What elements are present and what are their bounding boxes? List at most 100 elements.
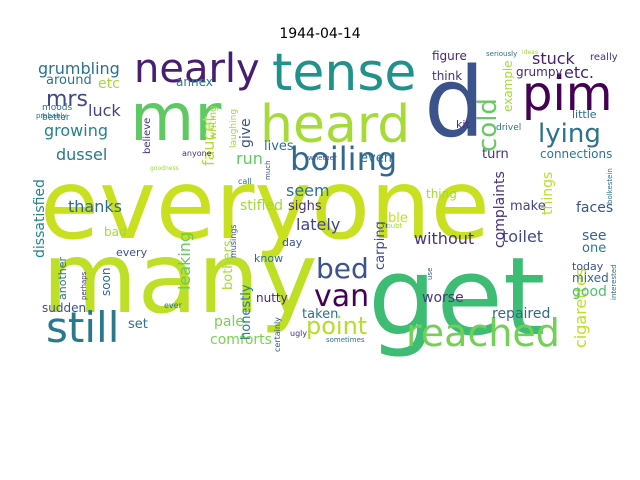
word-carping: carping: [373, 221, 388, 270]
word-writing: writing: [208, 106, 219, 140]
word-run: run: [236, 149, 263, 168]
word-use: use: [426, 268, 434, 280]
word-perhaps: perhaps: [80, 271, 88, 300]
word-etc: etc.: [564, 63, 594, 82]
word-much: much: [264, 160, 272, 180]
word-nearly: nearly: [134, 46, 260, 92]
word-faucet: faucet: [199, 116, 218, 167]
word-think: think: [432, 69, 462, 83]
word-repaired: repaired: [492, 306, 550, 322]
word-probably: probably: [36, 112, 67, 120]
word-little: little: [572, 108, 597, 121]
chart-title: 1944-04-14: [279, 26, 361, 42]
word-pim: pim: [522, 66, 613, 122]
word-believe: believe: [142, 118, 153, 154]
word-still: still: [46, 303, 119, 352]
word-etc: etc: [98, 76, 120, 92]
word-ideas: ideas: [522, 49, 538, 56]
word-annex: annex: [176, 75, 213, 89]
word-thing: thing: [426, 187, 457, 201]
word-toilet: toilet: [502, 227, 543, 246]
word-without: without: [414, 229, 474, 248]
word-mrs: mrs: [46, 87, 88, 112]
word-thanks: thanks: [68, 197, 122, 216]
word-better: better: [42, 113, 70, 123]
word-whether: whether: [308, 154, 337, 162]
word-heard: heard: [260, 95, 410, 155]
word-ever: ever: [164, 301, 183, 310]
word-good: good: [572, 284, 607, 300]
word-kit: kit: [456, 118, 470, 131]
word-set: set: [128, 317, 148, 332]
word-bad: bad: [104, 225, 127, 239]
word-know: know: [254, 252, 283, 265]
word-moods: moods: [42, 103, 72, 113]
word-cold: cold: [473, 98, 503, 152]
word-mr: mr: [130, 79, 222, 156]
word-laughing: laughing: [229, 109, 239, 148]
word-musings: musings: [229, 224, 238, 258]
word-see: see: [582, 228, 607, 244]
word-every: every: [116, 246, 148, 259]
word-lying: lying: [538, 119, 601, 149]
word-make: make: [510, 199, 546, 214]
word-complaints: complaints: [492, 171, 508, 248]
word-tense: tense: [272, 43, 416, 103]
word-van: van: [314, 279, 369, 314]
word-dissatisfied: dissatisfied: [32, 179, 48, 258]
word-even: even: [360, 151, 392, 166]
word-lately: lately: [296, 215, 340, 234]
word-stifled: stifled: [240, 198, 283, 214]
word-certainly: certainly: [273, 317, 282, 352]
word-seriously: seriously: [486, 50, 517, 58]
word-comforts: comforts: [210, 332, 272, 348]
word-everyone: everyone: [40, 149, 490, 261]
word-nutty: nutty: [256, 291, 288, 305]
word-turn: turn: [482, 147, 509, 162]
word-worse: worse: [422, 290, 464, 306]
word-able: able: [380, 211, 408, 226]
word-dussel: dussel: [56, 145, 107, 164]
word-around: around: [46, 73, 92, 88]
word-things: things: [540, 172, 556, 215]
word-day: day: [282, 236, 303, 249]
word-really: really: [590, 52, 618, 63]
word-figure: figure: [432, 49, 467, 63]
word-mixed: mixed: [572, 271, 609, 285]
word-many: many: [42, 222, 318, 336]
word-goodness: goodness: [150, 165, 179, 172]
word-interested: interested: [610, 264, 618, 300]
word-one: one: [582, 241, 606, 256]
word-example: example: [501, 60, 515, 112]
word-seem: seem: [286, 181, 330, 200]
word-reached: reached: [406, 311, 560, 355]
word-grumpy: grumpy: [516, 65, 563, 79]
word-give: give: [238, 118, 254, 148]
word-another: another: [56, 257, 69, 300]
word-sighs: sighs: [288, 199, 322, 214]
word-bed: bed: [316, 252, 369, 285]
word-drivel: drivel: [496, 123, 521, 133]
word-sudden: sudden: [42, 301, 86, 315]
word-luck: luck: [88, 101, 121, 120]
word-anyone: anyone: [182, 149, 212, 158]
word-cigarettes: cigarettes: [571, 268, 590, 348]
word-soon: soon: [99, 267, 113, 296]
word-today: today: [572, 260, 604, 273]
word-doubt: doubt: [382, 222, 403, 230]
word-bothers: bothers: [221, 240, 236, 290]
word-sometimes: sometimes: [326, 336, 365, 344]
word-pale: pale: [214, 314, 244, 330]
word-growing: growing: [44, 121, 108, 140]
word-lives: lives: [264, 139, 294, 154]
word-boiling: boiling: [290, 140, 397, 178]
word-faces: faces: [576, 200, 613, 216]
word-honestly: honestly: [239, 284, 254, 340]
word-point: point: [306, 312, 367, 340]
word-leaking: leaking: [175, 232, 194, 290]
word-taken: taken: [302, 307, 338, 322]
word-grumbling: grumbling: [38, 59, 120, 78]
word-get: get: [368, 235, 545, 360]
